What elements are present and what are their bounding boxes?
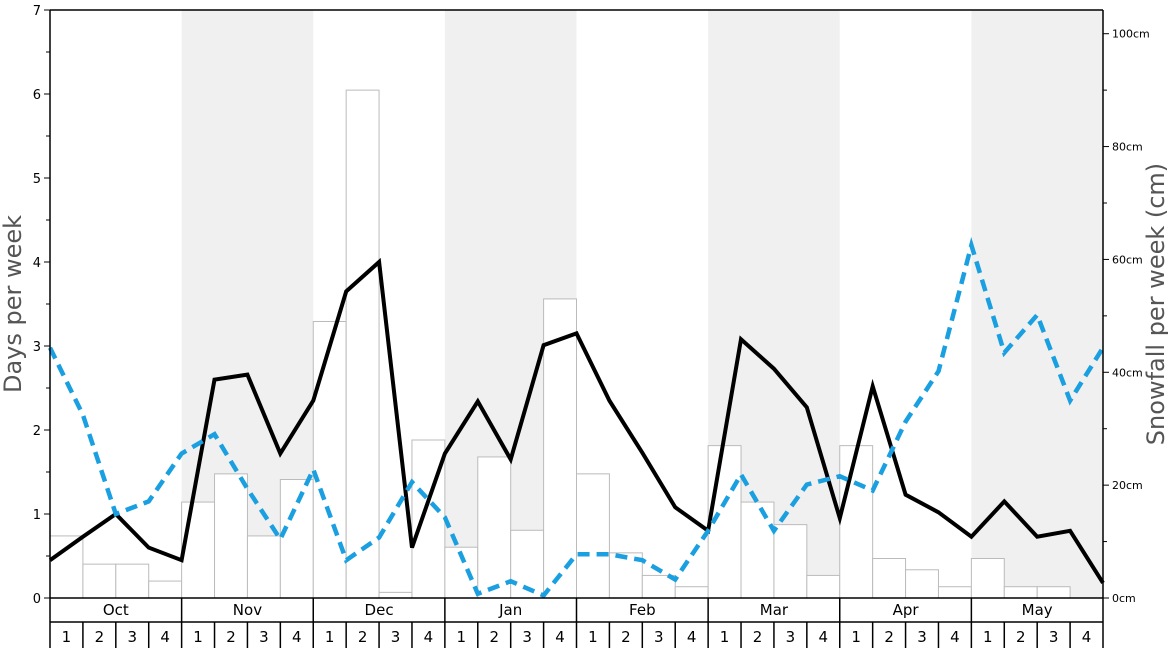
month-label: May: [1022, 601, 1053, 619]
snowfall-bar: [82, 563, 117, 599]
plot-frame: [49, 9, 1104, 648]
week-label: 3: [127, 628, 137, 646]
snowfall-bar: [378, 591, 413, 599]
snowfall-bar: [839, 445, 874, 599]
week-label: 4: [555, 628, 565, 646]
month-label: Oct: [103, 601, 129, 619]
right-tick-label: 100cm: [1112, 28, 1150, 41]
left-tick-label: 3: [33, 340, 41, 355]
dashed-series-line: [47, 236, 1105, 599]
snowfall-bar: [181, 501, 216, 599]
snowfall-bar: [49, 535, 84, 599]
left-tick-label: 4: [33, 256, 41, 271]
week-label: 1: [62, 628, 72, 646]
left-tick-label: 5: [33, 172, 41, 187]
week-label: 3: [522, 628, 532, 646]
left-tick-label: 1: [33, 508, 41, 523]
week-label: 3: [1049, 628, 1059, 646]
week-label: 2: [753, 628, 763, 646]
snowfall-bar: [345, 89, 380, 599]
snowfall-bar: [477, 456, 512, 599]
week-label: 4: [292, 628, 302, 646]
week-label: 4: [160, 628, 170, 646]
week-label: 3: [654, 628, 664, 646]
snowfall-bar: [773, 524, 808, 599]
week-label: 4: [950, 628, 960, 646]
week-label: 2: [226, 628, 236, 646]
snowfall-bar: [214, 473, 248, 599]
snowfall-bar: [279, 478, 314, 599]
x-axis: Oct 1 2 3 4 Nov 1 2 3 4 Dec 1 2 3 4 Jan 1 2 3 4 Feb 1 2 3 4 Mar 1 2…: [50, 598, 1103, 648]
day-lines: [47, 236, 1105, 599]
week-label: 3: [259, 628, 269, 646]
month-label: Jan: [498, 601, 522, 619]
left-axis-label: Days per week: [0, 215, 27, 393]
week-label: 4: [687, 628, 697, 646]
snowfall-bar: [740, 501, 775, 599]
week-label: 3: [917, 628, 927, 646]
shade-band-may: [971, 10, 1103, 598]
right-tick-label: 40cm: [1112, 366, 1143, 379]
right-tick-label: 0cm: [1112, 592, 1136, 605]
snowfall-bar: [510, 529, 545, 599]
month-label: Feb: [629, 601, 656, 619]
right-tick-label: 20cm: [1112, 479, 1143, 492]
week-label: 4: [819, 628, 829, 646]
snowfall-bar: [246, 535, 281, 599]
right-axis-label: Snowfall per week (cm): [1142, 163, 1168, 445]
week-label: 3: [391, 628, 401, 646]
snowfall-bar: [674, 586, 709, 599]
week-label: 2: [621, 628, 631, 646]
month-label: Apr: [893, 601, 920, 619]
left-tick-label: 6: [33, 88, 41, 103]
right-tick-label: 60cm: [1112, 253, 1143, 266]
month-label: Mar: [760, 601, 789, 619]
week-label: 2: [1016, 628, 1026, 646]
snowfall-bar: [115, 563, 150, 599]
snowfall-bars: [49, 89, 1071, 599]
snowfall-bar: [1003, 586, 1038, 599]
week-label: 2: [358, 628, 368, 646]
left-axis: 0 1 2 3 4 5 6 7: [33, 4, 50, 607]
snowfall-bar: [872, 557, 907, 599]
snowfall-bar: [576, 473, 610, 599]
snowfall-bar: [543, 298, 577, 599]
left-tick-label: 0: [33, 592, 41, 607]
week-label: 1: [983, 628, 993, 646]
right-axis: 0cm 20cm 40cm 60cm 80cm 100cm: [1103, 28, 1150, 605]
snowfall-bar: [312, 320, 347, 599]
left-tick-label: 2: [33, 424, 41, 439]
snowfall-bar: [1036, 586, 1071, 599]
week-label: 2: [489, 628, 499, 646]
week-label: 4: [424, 628, 434, 646]
month-label: Nov: [233, 601, 262, 619]
week-label: 4: [1082, 628, 1092, 646]
right-tick-label: 80cm: [1112, 141, 1143, 154]
snowfall-bar: [806, 574, 841, 599]
week-label: 1: [457, 628, 467, 646]
snowfall-bar: [148, 580, 183, 599]
week-label: 1: [720, 628, 730, 646]
left-tick-label: 7: [33, 4, 41, 19]
week-label: 3: [786, 628, 796, 646]
week-label: 1: [588, 628, 598, 646]
week-label: 1: [193, 628, 203, 646]
month-label: Dec: [365, 601, 394, 619]
snowfall-bar: [905, 569, 939, 599]
snowfall-bar: [970, 557, 1005, 599]
week-label: 2: [95, 628, 105, 646]
week-label: 1: [851, 628, 861, 646]
week-label: 2: [884, 628, 894, 646]
solid-series-line: [48, 257, 1105, 584]
snowfall-bar: [937, 586, 972, 599]
week-label: 1: [325, 628, 335, 646]
